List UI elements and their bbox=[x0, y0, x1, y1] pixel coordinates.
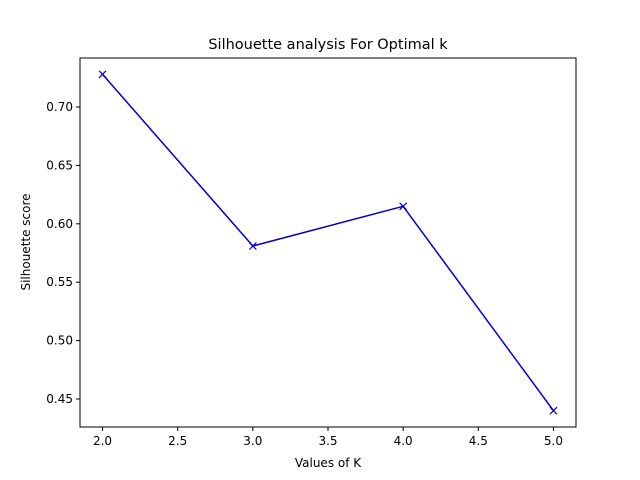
x-tick-label: 5.0 bbox=[544, 434, 563, 448]
plot-area bbox=[98, 70, 558, 415]
y-tick-label: 0.55 bbox=[46, 275, 73, 289]
plot-frame bbox=[79, 57, 577, 428]
y-tick-label: 0.70 bbox=[46, 100, 73, 114]
y-tick-label: 0.50 bbox=[46, 334, 73, 348]
data-point bbox=[98, 70, 107, 79]
data-point bbox=[549, 406, 558, 415]
x-tick-label: 3.0 bbox=[243, 434, 262, 448]
y-axis: 0.45 0.50 0.55 0.60 0.65 0.70 bbox=[46, 100, 80, 406]
series-line bbox=[101, 73, 555, 412]
x-tick-label: 4.5 bbox=[469, 434, 488, 448]
x-axis-label: Values of K bbox=[295, 456, 362, 470]
y-tick-label: 0.45 bbox=[46, 392, 73, 406]
x-tick-label: 2.5 bbox=[168, 434, 187, 448]
data-point bbox=[248, 242, 257, 250]
x-axis: 2.0 2.5 3.0 3.5 4.0 4.5 5.0 bbox=[93, 427, 563, 448]
y-tick-label: 0.65 bbox=[46, 158, 73, 172]
x-tick-label: 2.0 bbox=[93, 434, 112, 448]
data-point bbox=[399, 202, 408, 211]
x-tick-label: 3.5 bbox=[318, 434, 337, 448]
chart-title: Silhouette analysis For Optimal k bbox=[208, 37, 448, 53]
y-tick-label: 0.60 bbox=[46, 217, 73, 231]
x-tick-label: 4.0 bbox=[394, 434, 413, 448]
y-axis-label: Silhouette score bbox=[19, 193, 33, 290]
